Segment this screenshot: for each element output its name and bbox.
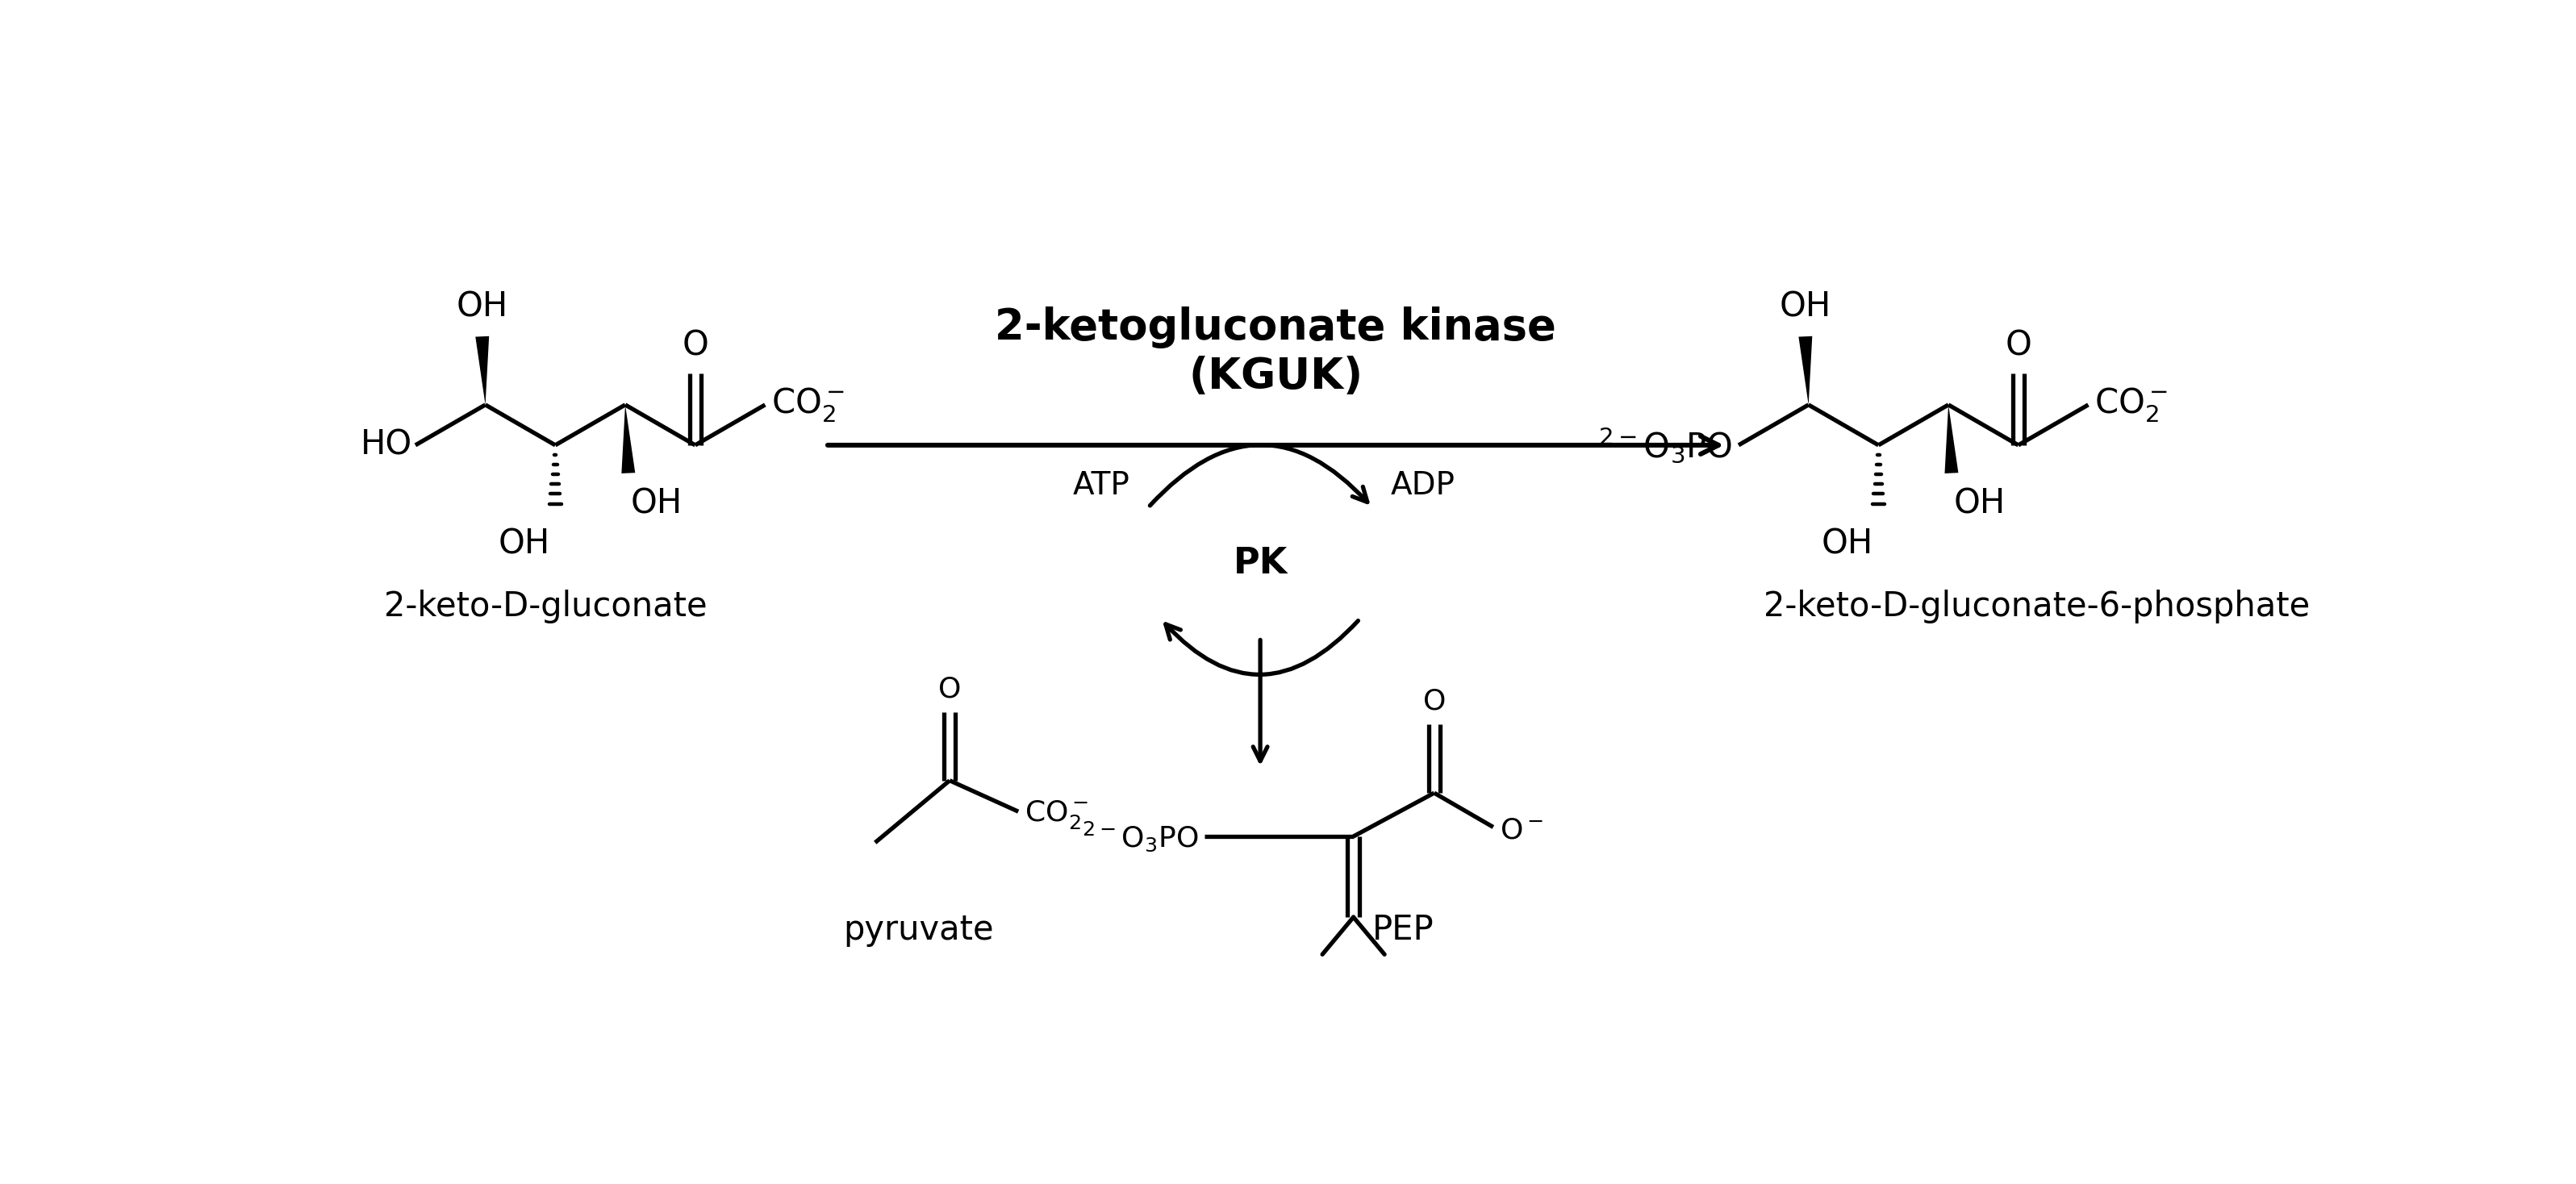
Text: O$^-$: O$^-$ (1499, 817, 1543, 844)
Polygon shape (1945, 405, 1958, 474)
Text: 2-keto-D-gluconate: 2-keto-D-gluconate (384, 590, 708, 624)
Text: $^{2-}$O$_3$PO: $^{2-}$O$_3$PO (1597, 425, 1734, 465)
Text: OH: OH (1821, 527, 1873, 561)
Text: O: O (1422, 688, 1445, 715)
Text: 2-ketogluconate kinase
(KGUK): 2-ketogluconate kinase (KGUK) (994, 307, 1556, 398)
Text: ATP: ATP (1072, 470, 1131, 501)
Text: CO$_2^-$: CO$_2^-$ (1025, 798, 1090, 831)
Text: O: O (2004, 329, 2032, 362)
Text: PEP: PEP (1373, 913, 1435, 946)
Text: HO: HO (361, 429, 412, 462)
Text: 2-keto-D-gluconate-6-phosphate: 2-keto-D-gluconate-6-phosphate (1765, 590, 2311, 624)
Polygon shape (1798, 336, 1814, 405)
Polygon shape (477, 336, 489, 405)
Text: O: O (938, 675, 961, 703)
Text: pyruvate: pyruvate (842, 913, 994, 946)
Text: OH: OH (1953, 487, 2004, 521)
Text: CO$_2^-$: CO$_2^-$ (2094, 386, 2169, 424)
Text: CO$_2^-$: CO$_2^-$ (770, 386, 845, 424)
Text: ADP: ADP (1391, 470, 1455, 501)
Text: OH: OH (631, 487, 683, 521)
Text: PK: PK (1234, 546, 1288, 580)
Text: OH: OH (456, 290, 507, 324)
Text: O: O (683, 329, 708, 362)
Polygon shape (621, 405, 636, 474)
Text: OH: OH (497, 527, 551, 561)
Text: $^{2-}$O$_3$PO: $^{2-}$O$_3$PO (1082, 819, 1198, 854)
Text: OH: OH (1780, 290, 1832, 324)
